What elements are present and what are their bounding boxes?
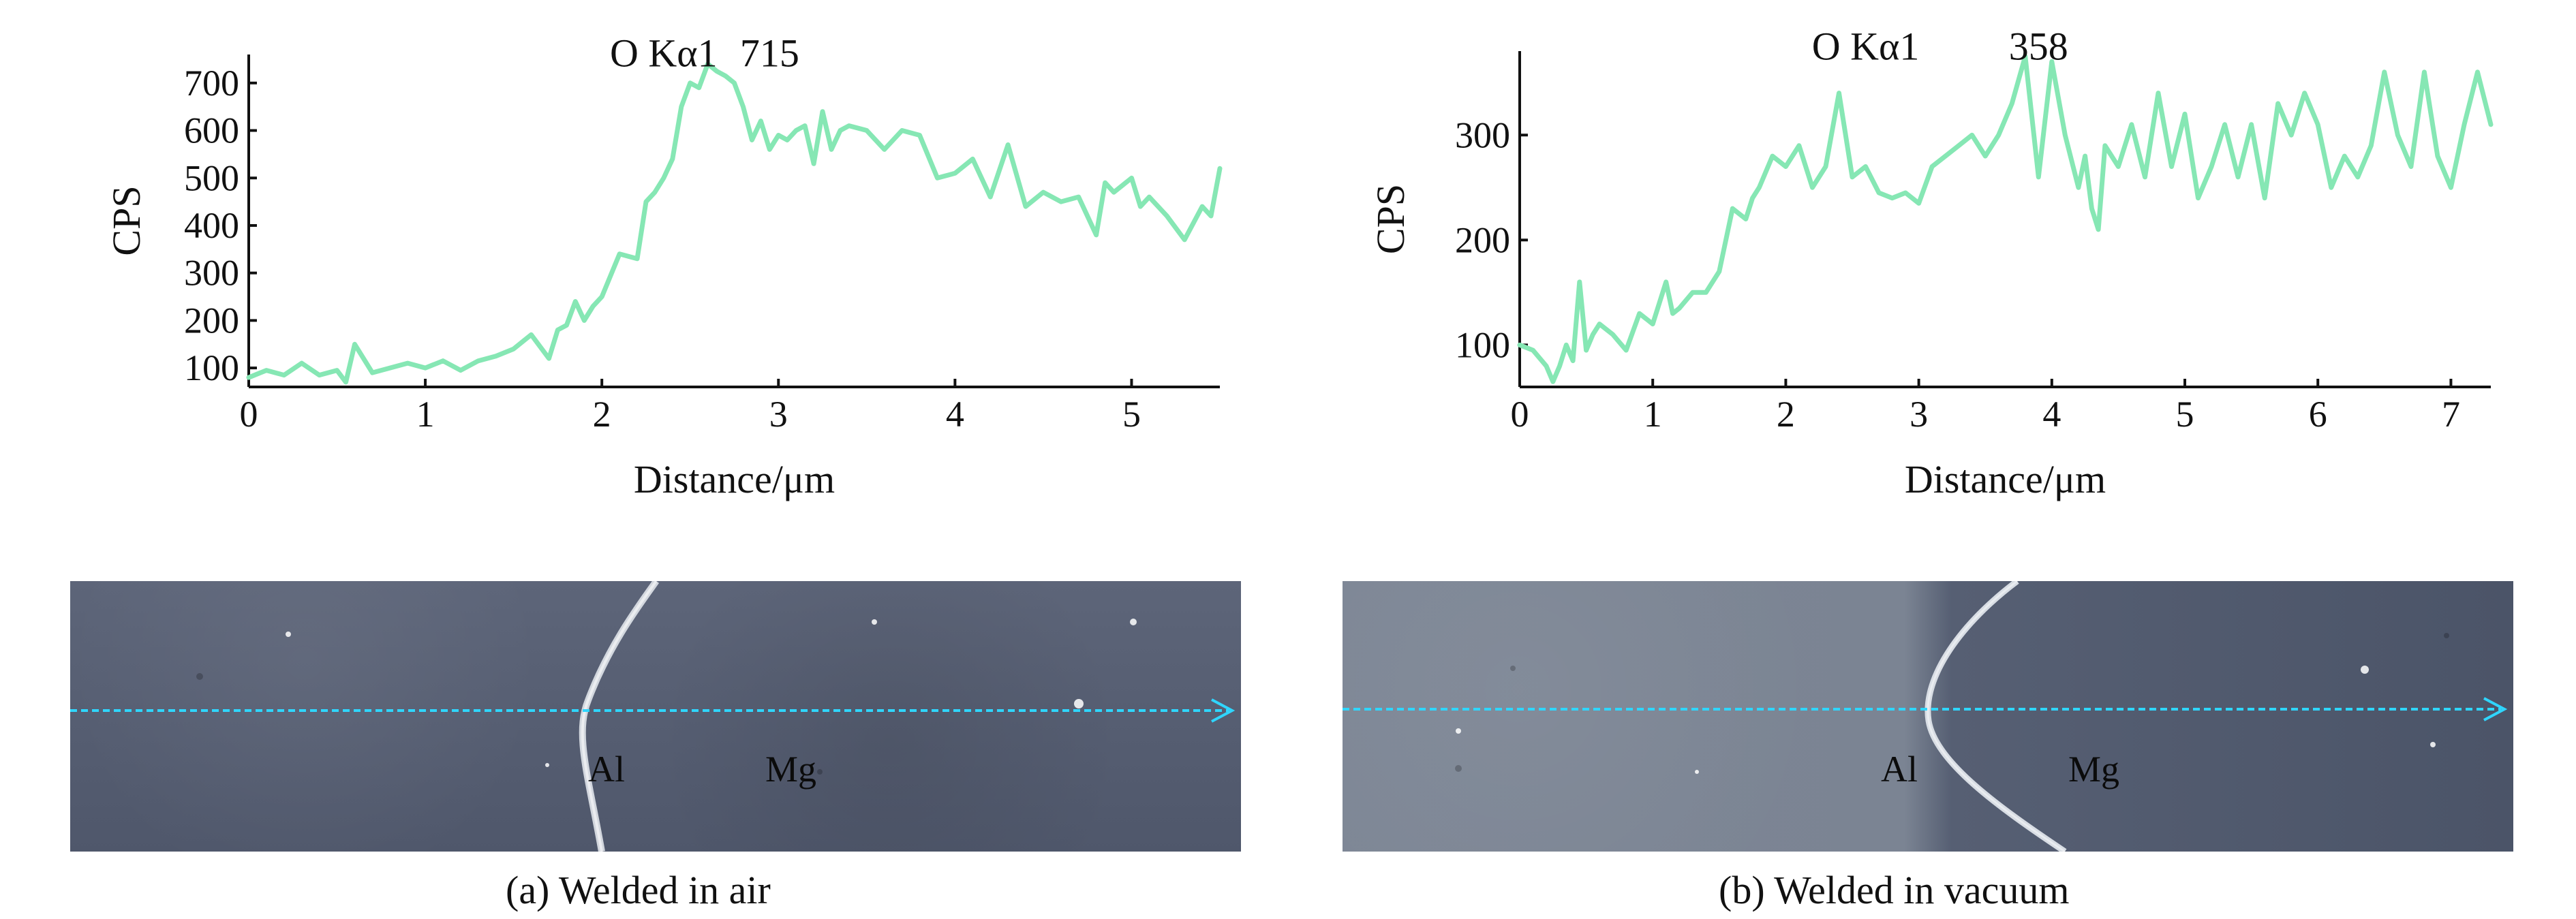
chart-a-annotation-0: O Kα1	[610, 31, 718, 75]
chart-a-y-tick-label: 300	[184, 253, 239, 294]
chart-a-annotation-1: 715	[740, 31, 799, 75]
sem-image-b: Al Mg	[1343, 581, 2513, 852]
interface-shadow	[581, 581, 658, 852]
chart-b-y-tick-label: 300	[1455, 114, 1510, 155]
chart-a-x-tick-label: 0	[240, 394, 258, 435]
chart-a-x-tick-label: 1	[416, 394, 435, 435]
chart-b-annotation-0: O Kα1	[1812, 24, 1920, 68]
scan-arrow-a	[1211, 698, 1236, 723]
chart-a-x-tick-label: 4	[946, 394, 964, 435]
chart-a-y-tick-label: 100	[184, 347, 239, 388]
chart-b-series-0	[1517, 54, 2494, 384]
chart-a-y-tick-label: 200	[184, 300, 239, 341]
scan-arrow-b	[2483, 697, 2508, 721]
sem-label-al-b: Al	[1881, 749, 1918, 790]
interface-boundary	[1925, 581, 2067, 852]
chart-a: 0 1 2 3 4 5 100 200 300 400 500 600 700 Distance/μm CP…	[104, 31, 1223, 501]
chart-b-x-tick-label: 4	[2042, 394, 2061, 435]
chart-a-y-tick-label: 600	[184, 110, 239, 151]
chart-b-x-tick-label: 6	[2309, 394, 2327, 435]
chart-a-x-axis-title: Distance/μm	[634, 457, 835, 501]
chart-b-x-tick-label: 5	[2176, 394, 2194, 435]
chart-b-x-tick-label: 0	[1511, 394, 1529, 435]
chart-b-x-tick-label: 3	[1910, 394, 1928, 435]
chart-a-x-tick-label: 3	[769, 394, 788, 435]
chart-b: 0 1 2 3 4 5 6 7 100 200 300 Distance/μm CPS O Kα1 358	[1368, 24, 2494, 501]
chart-a-y-tick-label: 700	[184, 63, 239, 104]
sem-label-mg-a: Mg	[765, 749, 817, 790]
sem-label-mg-b: Mg	[2068, 749, 2120, 790]
caption-a: (a) Welded in air	[506, 868, 771, 912]
chart-b-y-axis-title: CPS	[1368, 184, 1413, 254]
caption-b: (b) Welded in vacuum	[1719, 868, 2070, 912]
chart-a-y-axis-title: CPS	[104, 185, 149, 255]
chart-b-x-tick-label: 7	[2442, 394, 2460, 435]
chart-a-x-tick-label: 2	[593, 394, 611, 435]
sem-label-al-a: Al	[588, 749, 625, 790]
chart-b-y-tick-label: 100	[1455, 324, 1510, 365]
chart-a-x-tick-label: 5	[1122, 394, 1141, 435]
panel-welded-in-vacuum: 0 1 2 3 4 5 6 7 100 200 300 Distance/μm CPS O Kα1 358 …	[1288, 0, 2576, 919]
chart-b-y-tick-label: 200	[1455, 219, 1510, 260]
chart-b-annotation-1: 358	[2009, 24, 2068, 68]
sem-image-a: Al Mg	[70, 581, 1241, 852]
chart-a-y-tick-label: 400	[184, 205, 239, 246]
chart-b-x-axis-title: Distance/μm	[1905, 457, 2106, 501]
chart-a-series-0	[246, 61, 1223, 385]
chart-b-x-tick-label: 2	[1777, 394, 1795, 435]
chart-a-y-tick-label: 500	[184, 157, 239, 198]
chart-b-x-tick-label: 1	[1644, 394, 1662, 435]
interface-shadow	[1927, 581, 2066, 852]
panel-welded-in-air: 0 1 2 3 4 5 100 200 300 400 500 600 700 Distance/μm CP…	[70, 31, 1241, 912]
